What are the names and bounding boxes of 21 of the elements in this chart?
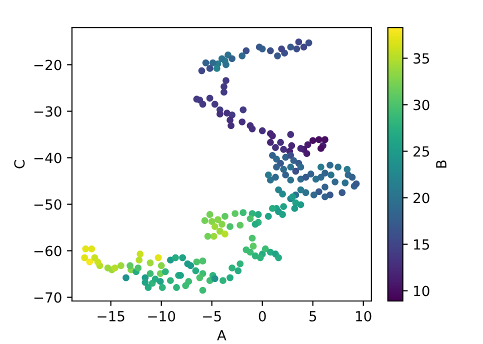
color-bar-label: 35 — [414, 53, 430, 64]
y-tick-label: −30 — [34, 106, 62, 117]
y-tick-label: −20 — [34, 60, 62, 70]
color-bar-label: 20 — [414, 192, 430, 204]
y-tick-label: −60 — [34, 246, 62, 256]
x-tick-label: 0 — [258, 310, 266, 322]
color-bar-label: 30 — [414, 100, 430, 110]
x-tick-label: 5 — [310, 311, 316, 322]
y-tick-label: −40 — [34, 152, 62, 164]
x-tick-label: −10 — [148, 310, 176, 322]
x-tick-label: −15 — [98, 311, 124, 322]
color-bar-label: 10 — [414, 286, 430, 296]
y-tick-label: −50 — [34, 199, 62, 210]
y-tick-label: −70 — [34, 292, 62, 303]
color-bar-title: B — [436, 160, 446, 168]
x-tick-label: 10 — [356, 310, 372, 322]
x-axis-title: A — [217, 330, 226, 340]
color-bar-label: 25 — [414, 146, 430, 157]
y-axis-title: C — [14, 160, 25, 168]
color-bar-label: 15 — [414, 239, 430, 250]
x-tick-label: −5 — [203, 311, 221, 322]
